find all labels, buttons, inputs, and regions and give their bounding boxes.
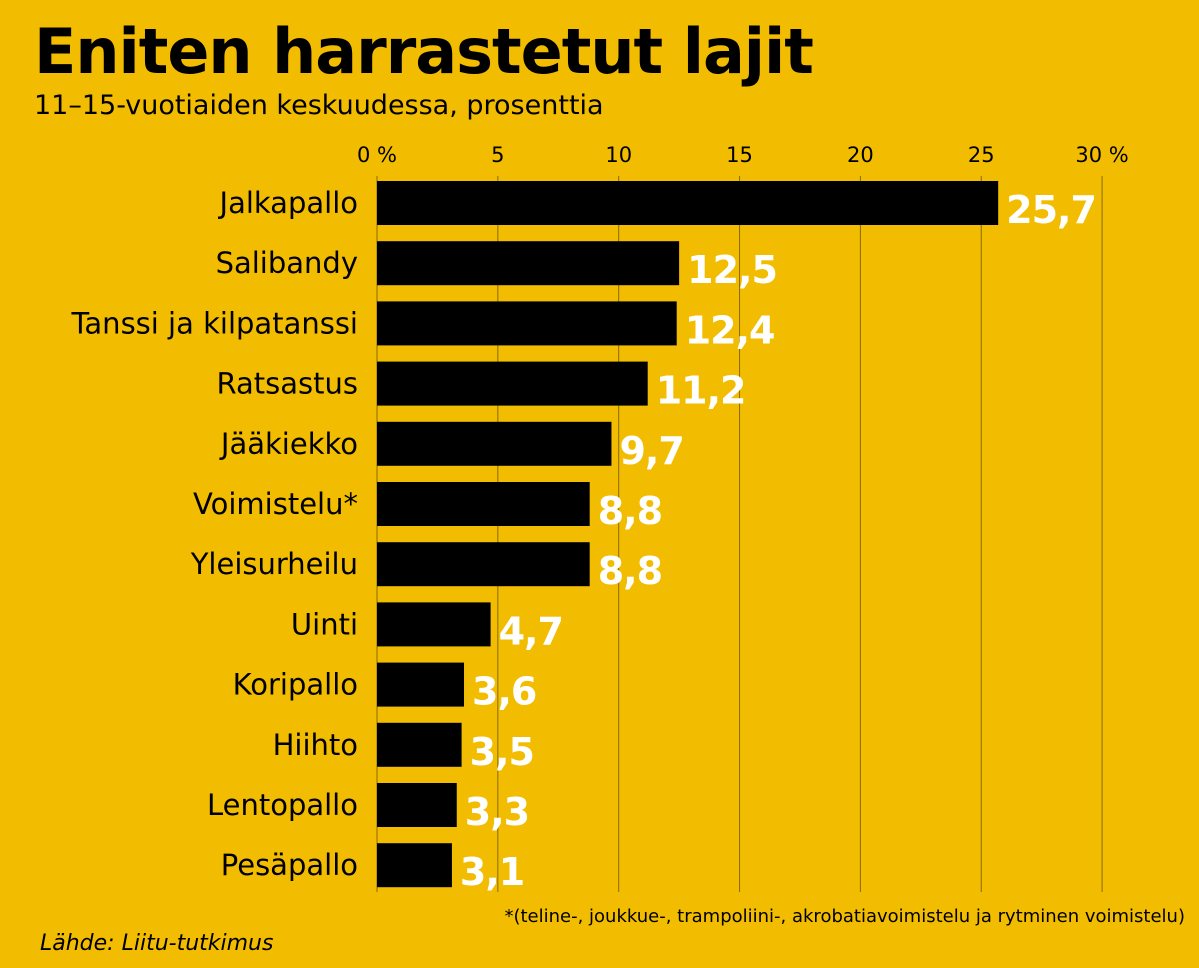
x-tick-label: 25 [968,143,995,167]
bar [377,602,491,647]
value-label: 4,7 [499,609,563,653]
footnote: *(teline-, joukkue-, trampoliini-, akrob… [504,906,1185,927]
x-tick-label: 0 % [357,143,397,167]
chart-subtitle: 11–15-vuotiaiden keskuudessa, prosenttia [34,90,604,121]
bar [377,181,999,225]
category-label: Hiihto [273,728,358,762]
category-label: Ratsastus [216,367,358,401]
category-label: Yleisurheilu [190,547,358,581]
bar [377,361,648,406]
source-note: Lähde: Liitu-tutkimus [40,931,274,956]
category-label: Jalkapallo [218,186,358,220]
bar [377,783,457,827]
bar [377,482,590,526]
value-label: 12,4 [685,308,775,352]
value-label: 8,8 [598,489,662,533]
x-axis-ticks: 0 % 5 10 15 20 25 30 % [357,143,1129,167]
value-label: 9,7 [619,429,683,473]
bar [377,301,677,346]
value-labels: 25,7 12,5 12,4 11,2 9,7 8,8 8,8 4,7 3,6 3,5 3,3 3,1 [460,188,1097,894]
category-label: Uinti [291,607,358,641]
bar [377,241,680,286]
x-tick-label: 30 % [1075,143,1128,167]
category-label: Salibandy [216,246,358,280]
bar [377,662,465,707]
category-label: Pesäpallo [221,848,358,882]
bars [377,181,999,888]
value-label: 25,7 [1006,188,1096,232]
category-label: Jääkiekko [219,427,358,461]
value-label: 12,5 [687,248,777,292]
value-label: 3,1 [460,850,524,894]
category-label: Koripallo [233,668,358,702]
value-label: 3,6 [472,670,536,714]
x-tick-label: 20 [847,143,874,167]
chart-title: Eniten harrastetut lajit [34,15,814,88]
value-label: 11,2 [656,369,746,413]
value-label: 8,8 [598,549,662,593]
bar [377,421,612,466]
bar [377,722,462,767]
category-label: Voimistelu* [193,487,358,521]
value-label: 3,5 [470,730,534,774]
gridlines [376,176,1103,892]
x-tick-label: 5 [491,143,504,167]
value-label: 3,3 [465,790,529,834]
bar [377,542,590,587]
bar [377,843,452,888]
x-tick-label: 10 [605,143,632,167]
x-tick-label: 15 [726,143,753,167]
category-label: Tanssi ja kilpatanssi [71,306,359,340]
category-label: Lentopallo [207,788,358,822]
category-labels: Jalkapallo Salibandy Tanssi ja kilpatanssi… [71,186,359,882]
